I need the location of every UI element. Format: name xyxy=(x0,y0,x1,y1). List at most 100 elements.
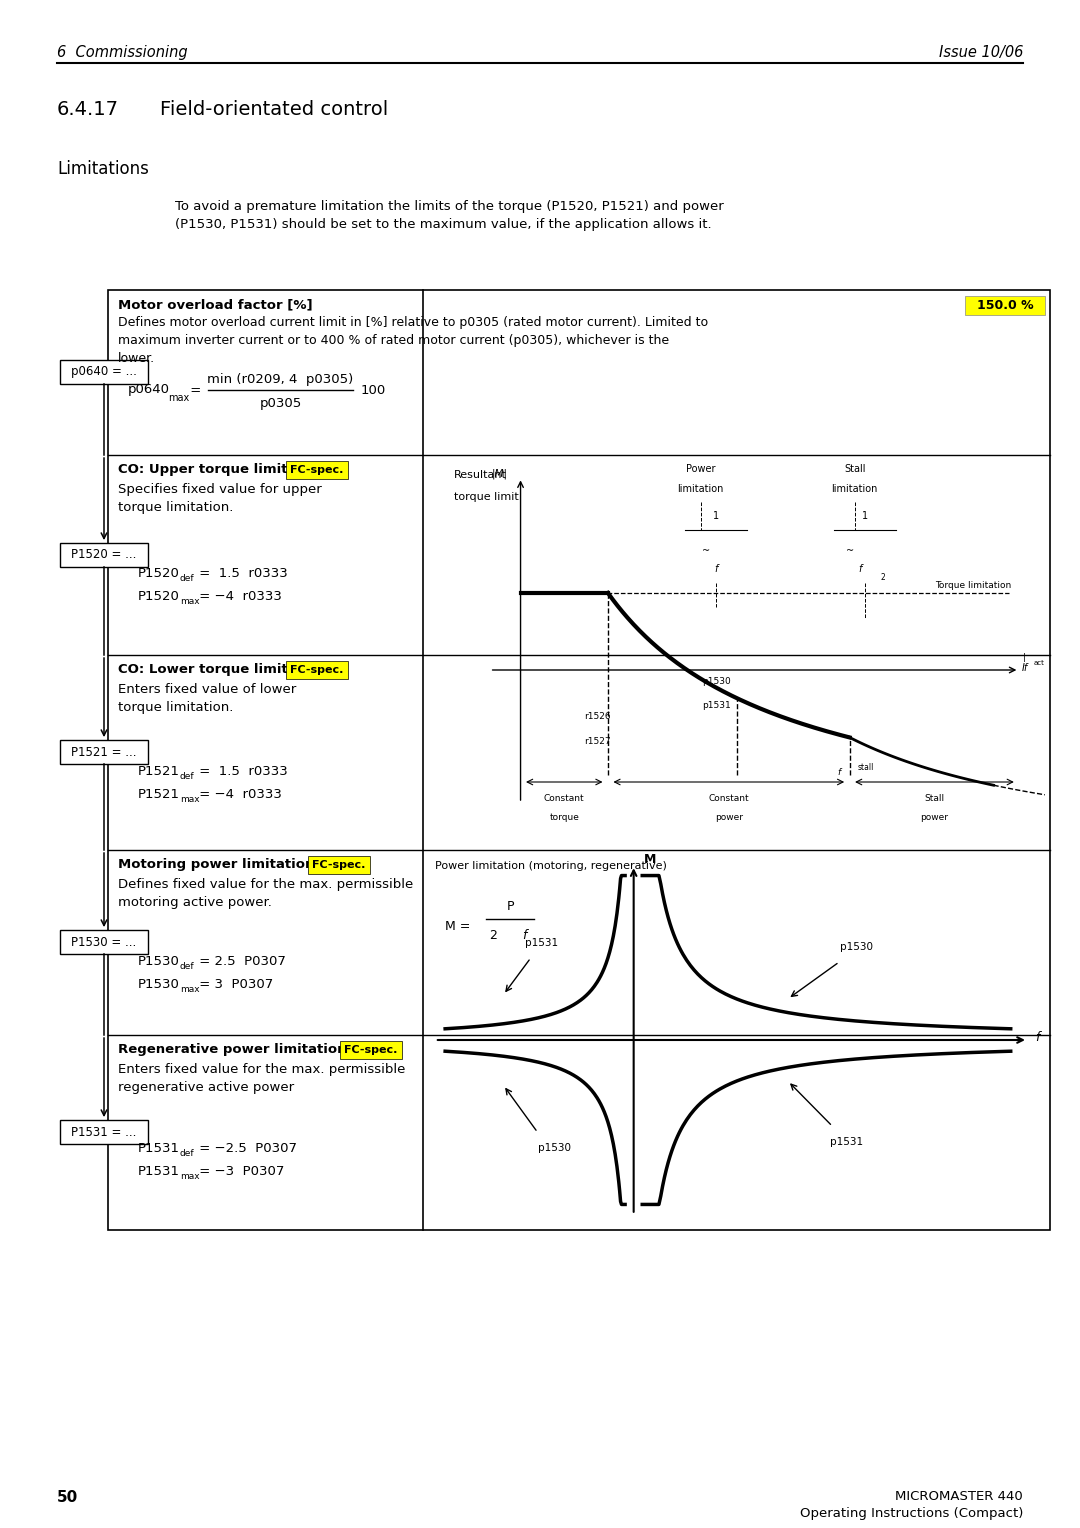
Text: max: max xyxy=(180,795,200,804)
Text: (P1530, P1531) should be set to the maximum value, if the application allows it.: (P1530, P1531) should be set to the maxi… xyxy=(175,219,712,231)
Text: def: def xyxy=(180,575,194,584)
Text: P1521: P1521 xyxy=(138,766,180,778)
Text: max: max xyxy=(180,986,200,995)
Text: Enters fixed value of lower: Enters fixed value of lower xyxy=(118,683,296,695)
Text: p1530: p1530 xyxy=(840,941,873,952)
Text: Stall: Stall xyxy=(924,795,945,804)
Text: Stall: Stall xyxy=(843,463,865,474)
Bar xyxy=(286,461,348,478)
Text: max: max xyxy=(180,1172,200,1181)
Text: To avoid a premature limitation the limits of the torque (P1520, P1521) and powe: To avoid a premature limitation the limi… xyxy=(175,200,724,212)
Text: =: = xyxy=(186,384,201,396)
Bar xyxy=(60,1120,148,1144)
Text: = −3  P0307: = −3 P0307 xyxy=(195,1164,284,1178)
Text: Enters fixed value for the max. permissible: Enters fixed value for the max. permissi… xyxy=(118,1063,405,1076)
Text: regenerative active power: regenerative active power xyxy=(118,1080,294,1094)
Text: act: act xyxy=(1034,660,1044,666)
Text: P1530 = ...: P1530 = ... xyxy=(71,935,137,949)
Text: power: power xyxy=(715,813,743,822)
Text: FC-spec.: FC-spec. xyxy=(345,1045,397,1054)
Text: torque: torque xyxy=(550,813,579,822)
Text: Defines motor overload current limit in [%] relative to p0305 (rated motor curre: Defines motor overload current limit in … xyxy=(118,316,708,329)
Text: FC-spec.: FC-spec. xyxy=(291,665,343,675)
Text: = 2.5  P0307: = 2.5 P0307 xyxy=(195,955,286,969)
Text: P1520: P1520 xyxy=(138,567,180,581)
Text: Regenerative power limitation: Regenerative power limitation xyxy=(118,1044,347,1056)
Text: = 3  P0307: = 3 P0307 xyxy=(195,978,273,992)
Text: def: def xyxy=(180,1149,194,1158)
Text: =  1.5  r0333: = 1.5 r0333 xyxy=(195,766,287,778)
Text: p1530: p1530 xyxy=(703,677,731,686)
Text: P1521: P1521 xyxy=(138,788,180,801)
Text: P1530: P1530 xyxy=(138,955,180,969)
Text: Motoring power limitation: Motoring power limitation xyxy=(118,859,314,871)
Text: Specifies fixed value for upper: Specifies fixed value for upper xyxy=(118,483,322,497)
Text: = −2.5  P0307: = −2.5 P0307 xyxy=(195,1141,297,1155)
Text: max: max xyxy=(168,393,189,403)
Bar xyxy=(60,542,148,567)
Text: P1531: P1531 xyxy=(138,1141,180,1155)
Text: 150.0 %: 150.0 % xyxy=(976,299,1034,312)
Text: P1530: P1530 xyxy=(138,978,180,992)
Bar xyxy=(60,361,148,384)
Text: f: f xyxy=(859,564,862,573)
Bar xyxy=(108,290,1050,1230)
Text: p0640 = ...: p0640 = ... xyxy=(71,365,137,379)
Text: def: def xyxy=(180,772,194,781)
Bar xyxy=(60,931,148,953)
Text: Constant: Constant xyxy=(708,795,750,804)
Text: Field-orientated control: Field-orientated control xyxy=(160,99,388,119)
Text: Power limitation (motoring, regenerative): Power limitation (motoring, regenerative… xyxy=(435,862,666,871)
Bar xyxy=(966,296,1045,315)
Text: r1527: r1527 xyxy=(584,736,611,746)
Text: |M|: |M| xyxy=(492,469,508,480)
Text: min (r0209, 4  p0305): min (r0209, 4 p0305) xyxy=(207,373,353,385)
Text: p1531: p1531 xyxy=(703,701,731,711)
Text: motoring active power.: motoring active power. xyxy=(118,895,272,909)
Text: M: M xyxy=(644,853,657,865)
Text: Issue 10/06: Issue 10/06 xyxy=(939,44,1023,60)
Text: 6  Commissioning: 6 Commissioning xyxy=(57,44,188,60)
Text: FC-spec.: FC-spec. xyxy=(312,860,366,869)
Text: 1: 1 xyxy=(713,510,719,521)
Text: r1526: r1526 xyxy=(584,712,611,721)
Text: p0305: p0305 xyxy=(259,396,301,410)
Text: Resultant: Resultant xyxy=(454,471,507,480)
Text: p1530: p1530 xyxy=(538,1143,571,1152)
Text: |: | xyxy=(1024,654,1026,662)
Text: Limitations: Limitations xyxy=(57,160,149,177)
Text: torque limit: torque limit xyxy=(454,492,518,501)
Text: P: P xyxy=(507,900,514,912)
Text: 6.4.17: 6.4.17 xyxy=(57,99,119,119)
Text: Constant: Constant xyxy=(544,795,584,804)
Text: torque limitation.: torque limitation. xyxy=(118,701,233,714)
Text: f: f xyxy=(1035,1031,1039,1045)
Text: maximum inverter current or to 400 % of rated motor current (p0305), whichever i: maximum inverter current or to 400 % of … xyxy=(118,335,670,347)
Text: ~: ~ xyxy=(846,545,853,556)
Text: P1520 = ...: P1520 = ... xyxy=(71,549,137,561)
Text: power: power xyxy=(920,813,948,822)
Text: def: def xyxy=(180,963,194,970)
Text: 2: 2 xyxy=(880,573,886,582)
Text: FC-spec.: FC-spec. xyxy=(291,465,343,475)
Text: p1531: p1531 xyxy=(525,938,557,947)
Bar xyxy=(286,662,348,678)
Text: M =: M = xyxy=(445,920,471,934)
Text: CO: Upper torque limit: CO: Upper torque limit xyxy=(118,463,287,477)
Text: =  1.5  r0333: = 1.5 r0333 xyxy=(195,567,287,581)
Text: Operating Instructions (Compact): Operating Instructions (Compact) xyxy=(799,1507,1023,1520)
Text: f: f xyxy=(714,564,717,573)
Text: limitation: limitation xyxy=(832,484,878,495)
Text: 2: 2 xyxy=(489,929,497,941)
Text: p0640: p0640 xyxy=(129,384,170,396)
Text: 100: 100 xyxy=(361,384,387,396)
Text: ~: ~ xyxy=(702,545,710,556)
Text: f: f xyxy=(838,769,841,778)
Text: MICROMASTER 440: MICROMASTER 440 xyxy=(895,1490,1023,1504)
Text: = −4  r0333: = −4 r0333 xyxy=(195,590,282,604)
Text: P1531: P1531 xyxy=(138,1164,180,1178)
Bar xyxy=(308,856,370,874)
Text: torque limitation.: torque limitation. xyxy=(118,501,233,513)
Text: CO: Lower torque limit: CO: Lower torque limit xyxy=(118,663,287,675)
Text: If: If xyxy=(1022,663,1028,674)
